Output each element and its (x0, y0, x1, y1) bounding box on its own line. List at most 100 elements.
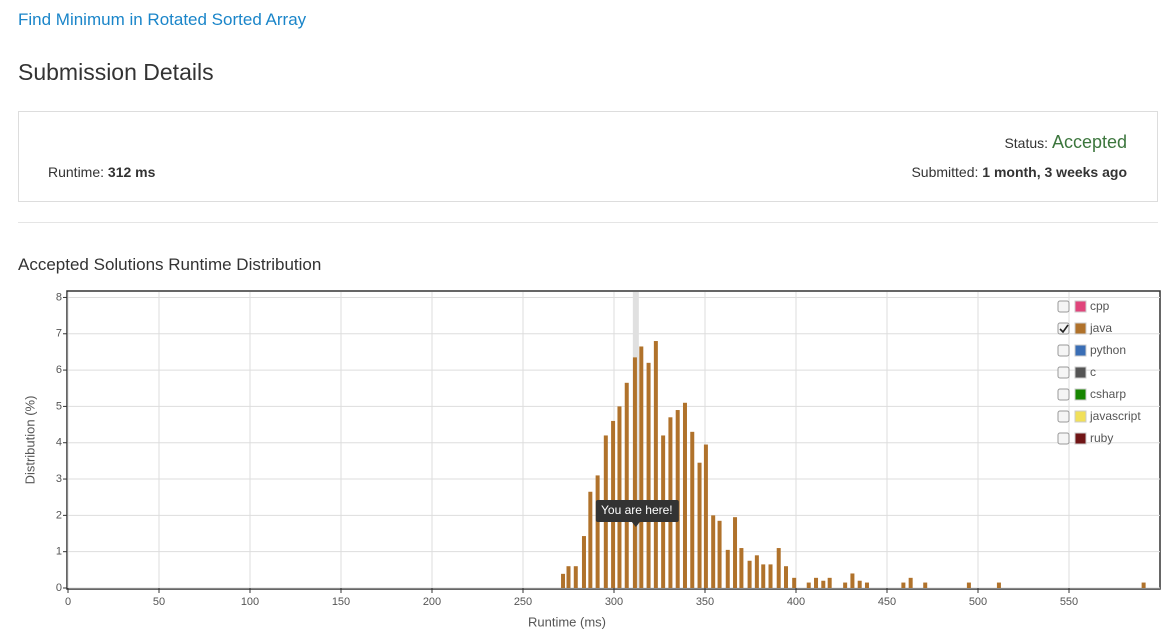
x-tick-label: 100 (241, 596, 259, 608)
legend-label: ruby (1090, 431, 1113, 445)
legend-item[interactable]: ruby (1057, 431, 1113, 445)
bar (864, 582, 869, 588)
y-axis-label: Distribution (%) (22, 396, 37, 485)
tooltip-arrow (631, 522, 640, 527)
legend-label: cpp (1090, 299, 1110, 313)
bar (901, 582, 906, 588)
bar (711, 515, 716, 588)
chart-title: Accepted Solutions Runtime Distribution (18, 255, 322, 274)
bar (996, 582, 1001, 588)
legend-checkbox (1057, 366, 1070, 379)
legend-checkbox (1057, 432, 1070, 445)
bar (690, 431, 695, 588)
bar (725, 549, 730, 588)
bar (792, 577, 797, 588)
bar (561, 573, 566, 588)
bar (768, 564, 773, 588)
y-tick-label: 5 (56, 400, 62, 412)
bar (908, 577, 913, 588)
legend-swatch (1074, 432, 1087, 445)
legend-checkbox (1057, 300, 1070, 313)
legend-swatch (1074, 322, 1087, 335)
legend-label: java (1089, 321, 1112, 335)
y-tick-label: 7 (56, 328, 62, 340)
x-tick-label: 300 (605, 596, 623, 608)
runtime-row: Runtime: 312 ms (48, 164, 155, 180)
runtime-label: Runtime: (48, 164, 105, 180)
bar (814, 577, 819, 588)
x-tick-label: 550 (1060, 596, 1078, 608)
bar (646, 362, 651, 588)
legend-checkbox (1057, 388, 1070, 401)
bar (717, 520, 722, 588)
bar (653, 341, 658, 588)
bar (761, 564, 766, 588)
submitted-label: Submitted: (911, 164, 979, 180)
legend-swatch (1074, 344, 1087, 357)
bar (624, 382, 629, 588)
bar (682, 402, 687, 588)
bar (639, 346, 644, 588)
legend-item[interactable]: csharp (1057, 387, 1126, 401)
y-tick-label: 8 (56, 291, 62, 303)
bar (857, 580, 862, 588)
check-mark (1059, 324, 1069, 334)
legend-label: javascript (1089, 409, 1141, 423)
legend-checkbox (1057, 344, 1070, 357)
bar (632, 357, 637, 588)
x-tick-label: 200 (423, 596, 441, 608)
bar (783, 566, 788, 588)
legend-swatch (1074, 366, 1087, 379)
chart: 0 1 2 3 4 5 6 7 8 0 50 100 150 200 250 300 350 400 450 500 5… (22, 290, 1161, 629)
bar (697, 462, 702, 588)
x-tick-label: 250 (514, 596, 532, 608)
x-tick-label: 150 (332, 596, 350, 608)
bar (588, 491, 593, 588)
bar (733, 517, 738, 588)
bar (754, 555, 759, 588)
x-tick-label: 500 (969, 596, 987, 608)
bar (747, 560, 752, 588)
legend-swatch (1074, 300, 1087, 313)
bar (850, 573, 855, 588)
bar (966, 582, 971, 588)
x-axis-label: Runtime (ms) (528, 614, 606, 629)
legend-label: python (1090, 343, 1126, 357)
legend-swatch (1074, 410, 1087, 423)
tooltip-box (595, 500, 679, 522)
bar (566, 566, 571, 588)
x-tick-label: 50 (153, 596, 165, 608)
y-tick-label: 3 (56, 473, 62, 485)
annotation: You are here! (601, 503, 673, 517)
y-tick-label: 1 (56, 546, 62, 558)
bar (739, 548, 744, 588)
problem-link[interactable]: Find Minimum in Rotated Sorted Array (18, 10, 307, 29)
bar (827, 577, 832, 588)
legend-checkbox (1057, 322, 1070, 335)
x-tick-label: 400 (787, 596, 805, 608)
bar (923, 582, 928, 588)
bar (843, 582, 848, 588)
y-tick-label: 6 (56, 364, 62, 376)
bar (703, 444, 708, 588)
submitted-row: Submitted: 1 month, 3 weeks ago (911, 164, 1127, 180)
bar (806, 582, 811, 588)
details-panel: Status: Accepted Runtime: 312 ms Submitt… (18, 111, 1158, 202)
bar (581, 536, 586, 588)
bar (675, 410, 680, 588)
legend-swatch (1074, 388, 1087, 401)
bar (821, 580, 826, 588)
legend-label: csharp (1090, 387, 1126, 401)
submitted: 1 month, 3 weeks ago (982, 164, 1127, 180)
legend-label: c (1090, 365, 1096, 379)
legend-item[interactable]: java (1057, 321, 1112, 335)
legend-item[interactable]: c (1057, 365, 1096, 379)
page-title: Submission Details (18, 59, 214, 85)
legend-item[interactable]: python (1057, 343, 1126, 357)
status: Accepted (1051, 132, 1127, 152)
bar (1141, 582, 1146, 588)
x-tick-label: 350 (696, 596, 714, 608)
legend-item[interactable]: cpp (1057, 299, 1110, 313)
legend-item[interactable]: javascript (1057, 409, 1141, 423)
bar (573, 566, 578, 588)
